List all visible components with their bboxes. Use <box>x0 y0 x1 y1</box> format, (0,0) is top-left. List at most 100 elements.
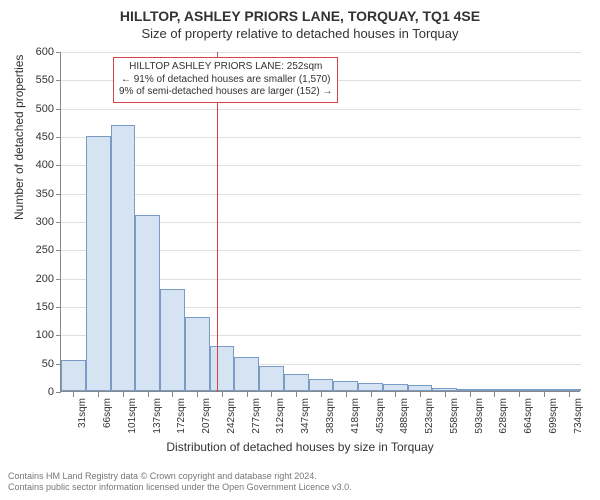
annotation-box: HILLTOP ASHLEY PRIORS LANE: 252sqm← 91% … <box>113 57 338 103</box>
xtick-mark <box>371 392 372 397</box>
histogram-bar <box>86 136 111 391</box>
chart-title-sub: Size of property relative to detached ho… <box>0 24 600 45</box>
annotation-line1: HILLTOP ASHLEY PRIORS LANE: 252sqm <box>119 61 332 74</box>
ytick-mark <box>56 109 61 110</box>
ytick-mark <box>56 250 61 251</box>
ytick-label: 550 <box>14 74 54 86</box>
ytick-mark <box>56 80 61 81</box>
xtick-mark <box>494 392 495 397</box>
x-axis-label: Distribution of detached houses by size … <box>0 440 600 454</box>
xtick-label: 488sqm <box>399 398 410 434</box>
xtick-mark <box>247 392 248 397</box>
xtick-mark <box>470 392 471 397</box>
xtick-mark <box>271 392 272 397</box>
xtick-mark <box>73 392 74 397</box>
gridline <box>61 52 581 53</box>
histogram-bar <box>160 289 185 391</box>
histogram-bar <box>61 360 86 391</box>
xtick-mark <box>98 392 99 397</box>
histogram-bar <box>383 384 408 391</box>
xtick-label: 101sqm <box>127 398 138 434</box>
xtick-label: 418sqm <box>350 398 361 434</box>
histogram-bar <box>432 388 457 391</box>
xtick-mark <box>296 392 297 397</box>
xtick-label: 558sqm <box>449 398 460 434</box>
xtick-label: 699sqm <box>548 398 559 434</box>
xtick-label: 137sqm <box>152 398 163 434</box>
ytick-label: 50 <box>14 358 54 370</box>
footer-line1: Contains HM Land Registry data © Crown c… <box>8 471 352 483</box>
histogram-bar <box>309 379 334 391</box>
xtick-mark <box>172 392 173 397</box>
histogram-bar <box>358 383 383 391</box>
ytick-label: 250 <box>14 244 54 256</box>
xtick-label: 277sqm <box>251 398 262 434</box>
xtick-label: 664sqm <box>523 398 534 434</box>
ytick-label: 200 <box>14 273 54 285</box>
ytick-mark <box>56 392 61 393</box>
xtick-mark <box>569 392 570 397</box>
xtick-mark <box>197 392 198 397</box>
xtick-label: 628sqm <box>498 398 509 434</box>
ytick-mark <box>56 194 61 195</box>
xtick-label: 312sqm <box>275 398 286 434</box>
footer-attribution: Contains HM Land Registry data © Crown c… <box>8 471 352 494</box>
ytick-label: 400 <box>14 159 54 171</box>
xtick-mark <box>544 392 545 397</box>
plot-region: 05010015020025030035040045050055060031sq… <box>60 52 580 392</box>
ytick-label: 0 <box>14 386 54 398</box>
xtick-mark <box>445 392 446 397</box>
xtick-label: 453sqm <box>375 398 386 434</box>
histogram-bar <box>135 215 160 391</box>
xtick-mark <box>222 392 223 397</box>
histogram-bar <box>507 389 532 391</box>
xtick-mark <box>519 392 520 397</box>
xtick-mark <box>148 392 149 397</box>
ytick-label: 100 <box>14 329 54 341</box>
xtick-label: 172sqm <box>176 398 187 434</box>
annotation-line3: 9% of semi-detached houses are larger (1… <box>119 86 332 99</box>
histogram-bar <box>556 389 581 391</box>
xtick-label: 207sqm <box>201 398 212 434</box>
xtick-label: 593sqm <box>474 398 485 434</box>
ytick-mark <box>56 307 61 308</box>
gridline <box>61 109 581 110</box>
footer-line2: Contains public sector information licen… <box>8 482 352 494</box>
annotation-line2: ← 91% of detached houses are smaller (1,… <box>119 74 332 87</box>
xtick-mark <box>321 392 322 397</box>
histogram-bar <box>185 317 210 391</box>
ytick-mark <box>56 222 61 223</box>
xtick-mark <box>346 392 347 397</box>
histogram-bar <box>482 389 507 391</box>
gridline <box>61 165 581 166</box>
ytick-mark <box>56 137 61 138</box>
ytick-mark <box>56 165 61 166</box>
histogram-bar <box>457 389 482 391</box>
xtick-label: 734sqm <box>573 398 584 434</box>
histogram-bar <box>234 357 259 391</box>
xtick-mark <box>123 392 124 397</box>
histogram-bar <box>111 125 136 391</box>
histogram-bar <box>333 381 358 391</box>
marker-line <box>217 52 218 392</box>
xtick-label: 31sqm <box>77 398 88 428</box>
ytick-mark <box>56 279 61 280</box>
ytick-label: 500 <box>14 103 54 115</box>
xtick-mark <box>395 392 396 397</box>
ytick-mark <box>56 335 61 336</box>
histogram-bar <box>259 366 284 392</box>
histogram-bar <box>284 374 309 391</box>
chart-area: 05010015020025030035040045050055060031sq… <box>60 52 580 392</box>
xtick-label: 383sqm <box>325 398 336 434</box>
xtick-mark <box>420 392 421 397</box>
histogram-bar <box>531 389 556 391</box>
ytick-label: 450 <box>14 131 54 143</box>
xtick-label: 347sqm <box>300 398 311 434</box>
ytick-label: 300 <box>14 216 54 228</box>
gridline <box>61 194 581 195</box>
chart-title-main: HILLTOP, ASHLEY PRIORS LANE, TORQUAY, TQ… <box>0 0 600 24</box>
xtick-label: 523sqm <box>424 398 435 434</box>
ytick-label: 150 <box>14 301 54 313</box>
xtick-label: 242sqm <box>226 398 237 434</box>
gridline <box>61 137 581 138</box>
